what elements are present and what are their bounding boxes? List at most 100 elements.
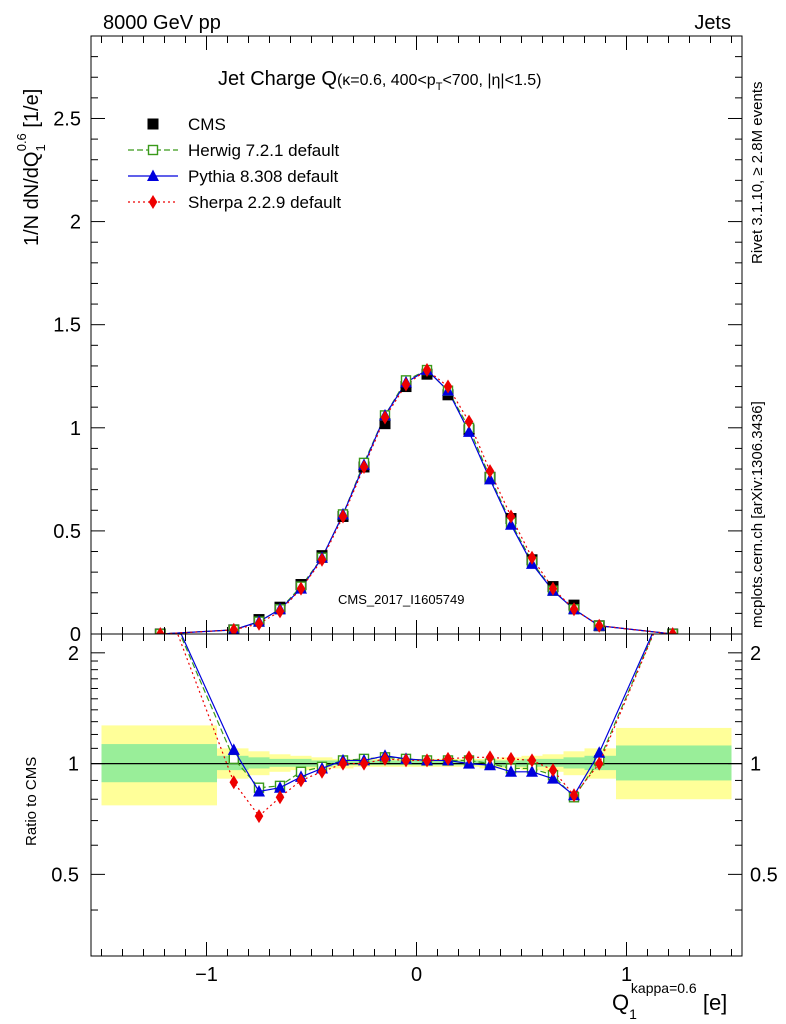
ratio-y-tick-label-left: 0.5 bbox=[51, 864, 79, 886]
main-y-tick-label: 1.5 bbox=[53, 315, 81, 337]
plot-title-main: Jet Charge Q bbox=[218, 68, 337, 90]
rivet-info: Rivet 3.1.10, ≥ 2.8M events bbox=[749, 82, 766, 265]
data-point bbox=[380, 410, 390, 425]
plot-title-sub: (κ=0.6, 400<p bbox=[337, 72, 436, 89]
ratio-point bbox=[443, 751, 453, 766]
data-point bbox=[506, 509, 516, 524]
plot-title: Jet Charge Q(κ=0.6, 400<pT<700, |η|<1.5) bbox=[218, 68, 542, 93]
ratio-point bbox=[317, 764, 327, 779]
legend-marker bbox=[148, 195, 158, 209]
energy-label: 8000 GeV pp bbox=[103, 12, 221, 34]
data-point bbox=[359, 459, 369, 474]
ratio-point bbox=[569, 788, 579, 803]
axis-tick-labels: −1 0 1 0 0.5 1 1.5 2 2.5 0.5 0.5 1 1 2 2 bbox=[51, 108, 778, 986]
ratio-point bbox=[594, 756, 604, 771]
ratio-point bbox=[229, 775, 239, 790]
legend-marker bbox=[147, 118, 159, 130]
ratio-line bbox=[180, 634, 653, 797]
ratio-point bbox=[527, 753, 537, 768]
uncertainty-bands bbox=[101, 725, 732, 806]
data-point bbox=[401, 377, 411, 392]
ratio-point bbox=[253, 784, 265, 797]
ratio-point bbox=[485, 750, 495, 765]
data-point bbox=[464, 414, 474, 429]
process-label: Jets bbox=[694, 12, 731, 34]
main-y-axis-label: 1/N dN/dQ10.6 [1/e] bbox=[14, 89, 48, 246]
ratio-point bbox=[668, 581, 677, 595]
ratio-y-tick-label-right: 2 bbox=[750, 643, 761, 665]
inner-band-bin bbox=[290, 758, 312, 767]
ratio-point bbox=[275, 790, 285, 805]
data-point bbox=[317, 552, 327, 567]
ratio-point bbox=[526, 765, 538, 777]
x-tick-label: 0 bbox=[411, 964, 422, 986]
ratio-point bbox=[464, 750, 474, 765]
ratio-point bbox=[359, 756, 369, 771]
ratio-point bbox=[505, 765, 517, 777]
legend-label: Pythia 8.308 default bbox=[188, 167, 339, 186]
data-point bbox=[296, 581, 306, 596]
ratio-point bbox=[227, 743, 240, 755]
legend-marker bbox=[147, 144, 159, 156]
main-y-tick-label: 2 bbox=[70, 212, 81, 234]
x-tick-label: −1 bbox=[195, 964, 218, 986]
data-point bbox=[229, 622, 239, 634]
legend-label: CMS bbox=[188, 115, 226, 134]
inner-band-bin bbox=[248, 757, 270, 769]
ratio-y-tick-label-left: 1 bbox=[68, 754, 79, 776]
data-point bbox=[548, 581, 558, 596]
data-point bbox=[156, 627, 165, 634]
data-point bbox=[484, 472, 496, 485]
ratio-point bbox=[668, 584, 677, 593]
ratio-y-axis-label: Ratio to CMS bbox=[23, 757, 40, 846]
ratio-point bbox=[548, 763, 558, 778]
plot-title-tail: <700, |η|<1.5) bbox=[442, 72, 541, 89]
ratio-series bbox=[154, 581, 679, 824]
data-point bbox=[443, 379, 453, 394]
data-point bbox=[422, 363, 432, 378]
inner-band-bin bbox=[563, 757, 585, 769]
ratio-point bbox=[422, 753, 432, 768]
ratio-point bbox=[401, 753, 411, 768]
inner-band-bin bbox=[542, 758, 564, 767]
ratio-point bbox=[274, 781, 286, 793]
main-series bbox=[154, 363, 679, 634]
axis-ticks bbox=[91, 36, 742, 956]
ratio-point bbox=[484, 758, 496, 771]
ratio-point bbox=[667, 582, 679, 594]
legend-label: Sherpa 2.2.9 default bbox=[188, 193, 341, 212]
x-axis-label: Q1kappa=0.6 [e] bbox=[612, 980, 727, 1022]
ratio-point bbox=[156, 584, 165, 593]
ratio-point bbox=[296, 773, 306, 788]
plot-title-subsub: T bbox=[436, 81, 443, 93]
data-point bbox=[275, 604, 285, 619]
data-point bbox=[569, 602, 579, 617]
main-y-tick-label: 2.5 bbox=[53, 108, 81, 130]
legend-marker bbox=[147, 169, 159, 181]
inner-band-bin bbox=[269, 758, 291, 767]
ratio-y-tick-label-left: 2 bbox=[68, 643, 79, 665]
ratio-y-tick-label-right: 0.5 bbox=[750, 864, 778, 886]
inner-band-bin bbox=[616, 745, 732, 781]
ratio-point bbox=[547, 772, 559, 784]
legend-label: Herwig 7.2.1 default bbox=[188, 141, 339, 160]
main-y-tick-label: 0 bbox=[70, 624, 81, 646]
ratio-point bbox=[338, 756, 348, 771]
ratio-point bbox=[156, 581, 165, 595]
x-tick-label: 1 bbox=[621, 964, 632, 986]
data-point bbox=[338, 509, 348, 524]
ratio-y-tick-label-right: 1 bbox=[750, 754, 761, 776]
ratio-point bbox=[154, 582, 166, 594]
data-point bbox=[463, 425, 475, 437]
data-point bbox=[254, 616, 264, 631]
ratio-point bbox=[254, 809, 264, 824]
data-point bbox=[527, 550, 537, 565]
legend: CMS Herwig 7.2.1 default Pythia 8.308 defa… bbox=[128, 115, 341, 212]
data-point bbox=[594, 618, 604, 633]
ratio-point bbox=[380, 751, 390, 766]
ratio-point bbox=[506, 751, 516, 766]
data-point bbox=[485, 464, 495, 479]
mcplots-info: mcplots.cern.ch [arXiv:1306.3436] bbox=[749, 401, 766, 628]
data-point bbox=[505, 518, 517, 530]
